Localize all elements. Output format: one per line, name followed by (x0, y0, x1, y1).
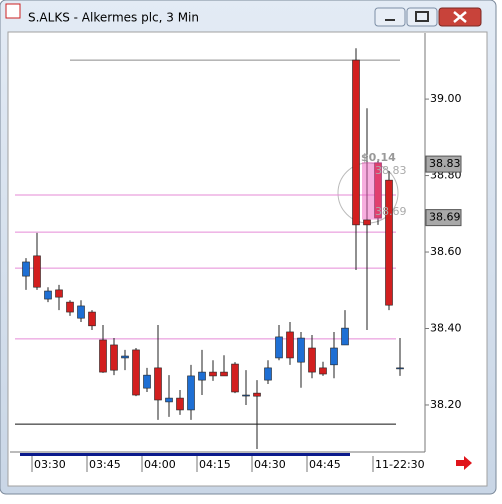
maximize-button[interactable] (406, 7, 438, 27)
window-title: S.ALKS - Alkermes plc, 3 Min (28, 11, 199, 25)
price-tag (425, 209, 462, 227)
x-tick-label: 04:00 (144, 458, 176, 471)
chart-area (7, 31, 488, 487)
candle-body (264, 367, 272, 381)
candle-body (275, 336, 283, 359)
app-icon (5, 3, 21, 19)
price-tag (425, 155, 462, 173)
selection-highlight (362, 162, 382, 220)
candle-body (385, 179, 393, 306)
x-tick-label: 04:30 (254, 458, 286, 471)
x-tick-label: 03:45 (89, 458, 121, 471)
candle-body (286, 331, 294, 359)
y-tick-label: 38.40 (430, 322, 462, 335)
candle-body (22, 261, 30, 277)
x-tick-label: 04:15 (199, 458, 231, 471)
price-tag-label: 38.69 (429, 211, 461, 224)
candle-body (220, 371, 228, 377)
y-tick-label: 39.00 (430, 92, 462, 105)
candle-body (77, 305, 85, 319)
candle-body (253, 392, 261, 397)
candle-body (110, 344, 118, 371)
candle-body (66, 301, 74, 313)
candle-body (143, 374, 151, 389)
price-tag-label: 38.83 (429, 157, 461, 170)
x-tick-label: 11-22:30 (375, 458, 425, 471)
session-bar (20, 453, 350, 456)
candle-body (297, 337, 305, 363)
candle-body (231, 363, 239, 393)
candle-body (154, 367, 162, 401)
candle-body (88, 311, 96, 327)
candle-body (198, 371, 206, 381)
candle-body (176, 397, 184, 411)
y-tick-label: 38.60 (430, 245, 462, 258)
candle-body (319, 367, 327, 375)
scroll-arrow[interactable] (456, 456, 472, 470)
candle-body (209, 371, 217, 377)
candle-body (132, 349, 140, 396)
candle-body (396, 367, 404, 370)
candle-body (55, 289, 63, 298)
candle-body (242, 394, 250, 397)
candle-body (308, 347, 316, 373)
minimize-button[interactable] (374, 7, 406, 27)
candle-body (165, 397, 173, 403)
candle-body (330, 347, 338, 366)
x-tick-label: 04:45 (309, 458, 341, 471)
candle-body (352, 59, 360, 226)
y-tick-label: 38.20 (430, 398, 462, 411)
candle-body (363, 219, 371, 226)
change-label: $0.14 (361, 151, 396, 164)
candle-body (33, 255, 41, 288)
candle-body (44, 290, 52, 300)
candle-body (341, 327, 349, 346)
candle-body (99, 339, 107, 373)
candle-body (187, 375, 195, 411)
x-tick-label: 03:30 (34, 458, 66, 471)
candle-body (121, 355, 129, 359)
high-label: 38.83 (375, 164, 407, 177)
low-label: 38.69 (375, 205, 407, 218)
